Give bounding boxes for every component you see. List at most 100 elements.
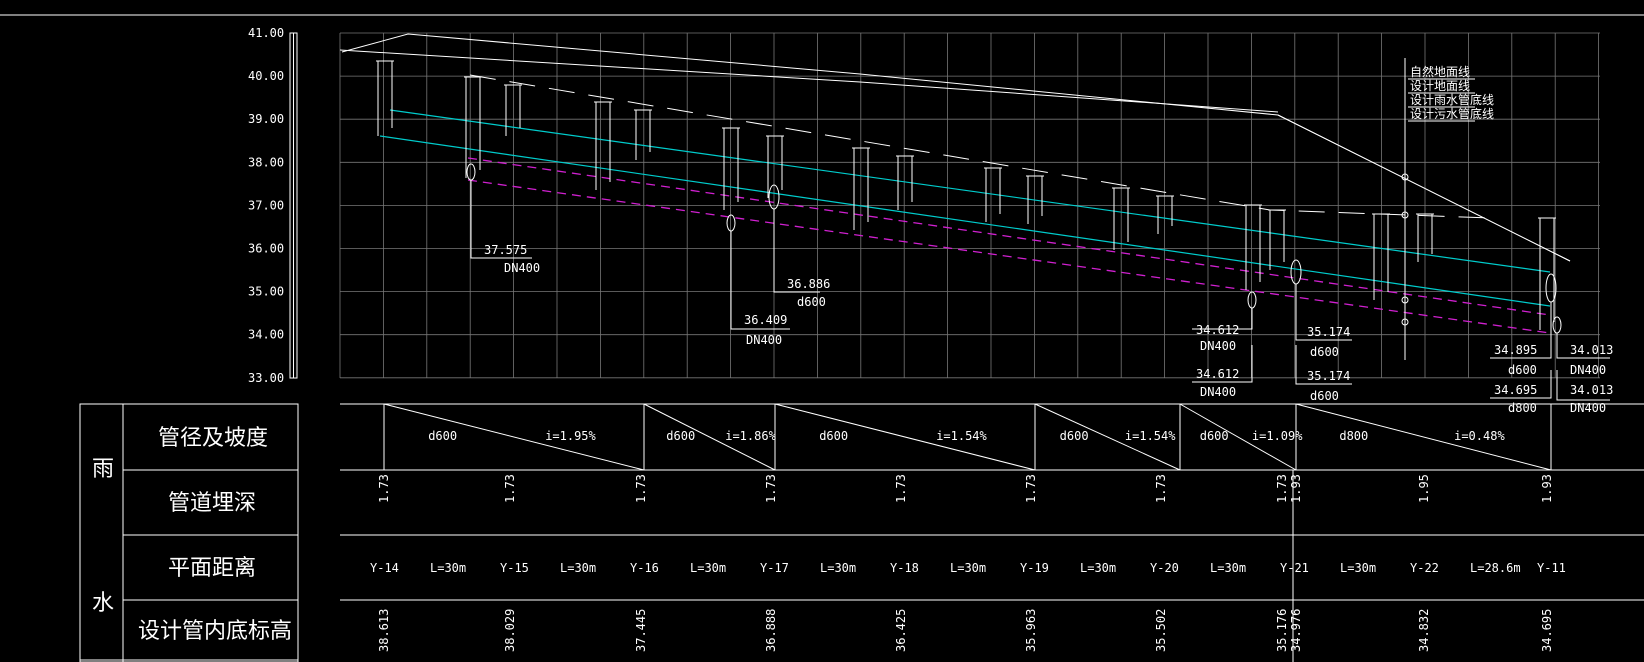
pipe-label-size: DN400 xyxy=(746,333,782,347)
segment-slope-line xyxy=(774,403,1036,471)
elevation-label: 33.00 xyxy=(248,371,284,385)
segment-slope: i=1.86% xyxy=(725,429,776,443)
depth-value: 1.73 xyxy=(634,474,648,503)
distance-item: Y-22 xyxy=(1410,561,1439,575)
distance-item: L=30m xyxy=(1210,561,1246,575)
distance-item: L=30m xyxy=(1080,561,1116,575)
elevation-label: 36.00 xyxy=(248,242,284,256)
invert-elevation: 36.425 xyxy=(894,609,908,652)
pipe-label-elevation: 37.575 xyxy=(484,243,527,257)
segment-size: d600 xyxy=(1060,429,1089,443)
legend-item: 自然地面线 xyxy=(1410,64,1470,79)
distance-item: L=30m xyxy=(430,561,466,575)
marker-sewer xyxy=(1401,318,1409,326)
marker-design xyxy=(1401,211,1409,219)
segment-size: d600 xyxy=(428,429,457,443)
segment-slope: i=1.54% xyxy=(936,429,987,443)
table-text: d600 i=1.95% d600 i=1.86% d600 i=1.54% d600 i=1… xyxy=(92,426,1566,652)
elevation-label: 37.00 xyxy=(248,198,284,212)
invert-elevation: 37.445 xyxy=(634,609,648,652)
legend-item: 设计污水管底线 xyxy=(1410,106,1494,121)
segment-slope-line xyxy=(1034,403,1181,471)
distance-item: Y-14 xyxy=(370,561,399,575)
pipe-label-elevation: 35.174 xyxy=(1307,325,1350,339)
invert-elevation: 35.963 xyxy=(1024,609,1038,652)
invert-elevation: 36.888 xyxy=(764,609,778,652)
elevation-label: 34.00 xyxy=(248,328,284,342)
distance-item: Y-19 xyxy=(1020,561,1049,575)
segment-slope: i=1.54% xyxy=(1125,429,1176,443)
pipe-label-elevation: 34.612 xyxy=(1196,367,1239,381)
distance-item: L=30m xyxy=(950,561,986,575)
profile-grid xyxy=(339,32,1600,379)
distance-item: Y-17 xyxy=(760,561,789,575)
pipe-label-elevation: 34.895 xyxy=(1494,343,1537,357)
distance-item: L=28.6m xyxy=(1470,561,1521,575)
pipe-label-elevation: 34.013 xyxy=(1570,343,1613,357)
design-ground-line xyxy=(469,74,1491,219)
depth-value: 1.93 xyxy=(1540,474,1554,503)
table-header-frame xyxy=(79,403,299,662)
marker-storm xyxy=(1401,296,1409,304)
depth-value: 1.95 xyxy=(1417,474,1431,503)
pipe-label-elevation: 35.174 xyxy=(1307,369,1350,383)
distance-item: L=30m xyxy=(1340,561,1376,575)
crossing-ellipse xyxy=(726,214,736,232)
crossing-ellipse xyxy=(1247,291,1257,309)
segment-size: d600 xyxy=(1200,429,1229,443)
depth-value: 1.93 xyxy=(1289,474,1303,503)
segment-size: d800 xyxy=(1339,429,1368,443)
pipe-label-size: DN400 xyxy=(504,261,540,275)
invert-elevation: 34.832 xyxy=(1417,609,1431,652)
depth-value: 1.73 xyxy=(894,474,908,503)
natural-ground-line-tail xyxy=(1277,114,1571,262)
distance-item: Y-18 xyxy=(890,561,919,575)
invert-elevation: 38.613 xyxy=(377,609,391,652)
segment-size: d600 xyxy=(819,429,848,443)
depth-value: 1.73 xyxy=(764,474,778,503)
natural-ground-line xyxy=(341,33,1571,262)
elevation-label: 41.00 xyxy=(248,26,284,40)
crossing-ellipse xyxy=(466,163,476,181)
pipe-label-size: DN400 xyxy=(1200,385,1236,399)
segment-slope: i=1.95% xyxy=(545,429,596,443)
pipe-label-size: d600 xyxy=(797,295,826,309)
pipe-labels: 37.575 DN400 36.886 d600 36.409 DN400 34.612 DN… xyxy=(484,243,1613,415)
legend-item: 设计雨水管底线 xyxy=(1410,92,1494,107)
sewer-pipe-line-2 xyxy=(467,179,1551,334)
data-table-lines xyxy=(79,403,1644,662)
pipe-label-elevation: 34.013 xyxy=(1570,383,1613,397)
depth-value: 1.73 xyxy=(377,474,391,503)
pipe-label-size: DN400 xyxy=(1200,339,1236,353)
pipe-label-elevation: 34.612 xyxy=(1196,323,1239,337)
pipe-label-size: d600 xyxy=(1310,345,1339,359)
y22-markers xyxy=(1401,58,1409,360)
pipe-label-size: d600 xyxy=(1310,389,1339,403)
distance-item: Y-16 xyxy=(630,561,659,575)
row-header: 管径及坡度 xyxy=(158,426,268,451)
distance-item: L=30m xyxy=(690,561,726,575)
elevation-label: 38.00 xyxy=(248,155,284,169)
segment-slope-line xyxy=(1295,403,1552,471)
pipe-label-size: DN400 xyxy=(1570,363,1606,377)
segment-slope: i=0.48% xyxy=(1454,429,1505,443)
row-header: 管道埋深 xyxy=(168,491,256,516)
segment-slope-line xyxy=(1179,403,1297,471)
segment-slope-line xyxy=(383,403,645,471)
distance-item: Y-21 xyxy=(1280,561,1309,575)
depth-value: 1.73 xyxy=(503,474,517,503)
depth-value: 1.73 xyxy=(1154,474,1168,503)
sewer-pipe-line-1 xyxy=(467,157,1551,316)
storm-pipe-bottom-line xyxy=(379,135,1551,307)
segment-slope-line xyxy=(643,403,776,471)
storm-pipe-top-line xyxy=(389,109,1551,273)
invert-elevation: 35.502 xyxy=(1154,609,1168,652)
pipe-label-elevation: 36.886 xyxy=(787,277,830,291)
pipe-label-elevation: 36.409 xyxy=(744,313,787,327)
invert-elevation: 34.695 xyxy=(1540,609,1554,652)
row-header: 平面距离 xyxy=(168,556,256,581)
pipe-label-elevation: 34.695 xyxy=(1494,383,1537,397)
marker-natural xyxy=(1401,173,1409,181)
elevation-label: 35.00 xyxy=(248,285,284,299)
